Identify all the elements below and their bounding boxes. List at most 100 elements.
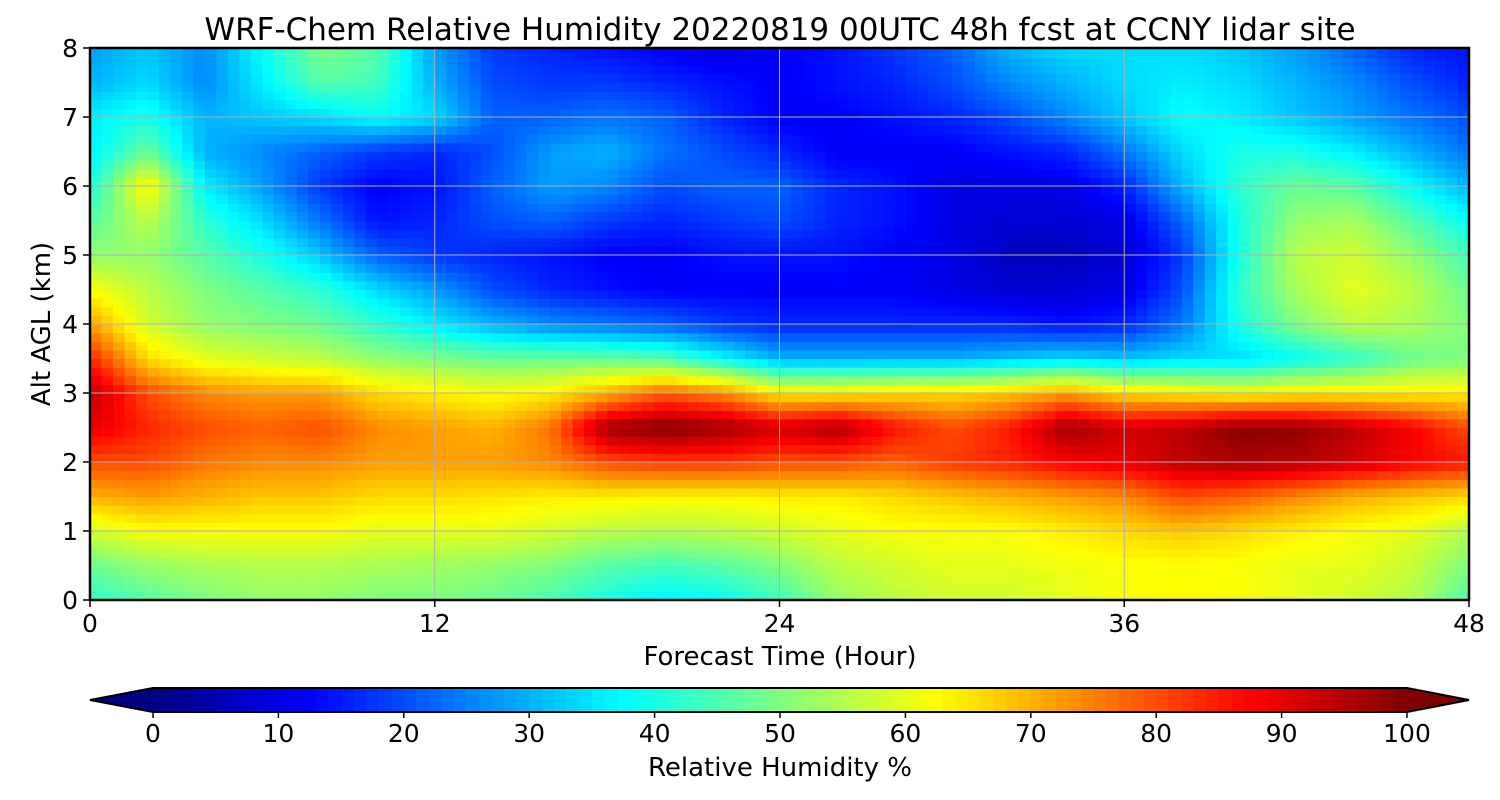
heatmap-cell (227, 358, 240, 368)
heatmap-cell (170, 462, 183, 472)
heatmap-cell (90, 289, 103, 299)
heatmap-cell (1365, 332, 1378, 342)
heatmap-cell (1342, 496, 1355, 506)
heatmap-cell (745, 246, 758, 256)
heatmap-cell (193, 341, 206, 351)
heatmap-cell (1250, 367, 1263, 377)
heatmap-cell (733, 332, 746, 342)
heatmap-cell (388, 453, 401, 463)
heatmap-cell (1319, 324, 1332, 334)
heatmap-cell (768, 246, 781, 256)
heatmap-cell (779, 462, 792, 472)
heatmap-cell (285, 462, 298, 472)
heatmap-cell (974, 255, 987, 265)
heatmap-cell (618, 565, 631, 575)
heatmap-cell (331, 548, 344, 558)
heatmap-cell (112, 367, 126, 377)
heatmap-cell (1112, 444, 1125, 454)
heatmap-cell (653, 582, 666, 592)
heatmap-cell (331, 358, 344, 368)
heatmap-cell (101, 298, 114, 308)
heatmap-cell (1365, 410, 1378, 420)
heatmap-cell (882, 255, 896, 265)
heatmap-cell (1285, 341, 1298, 351)
heatmap-cell (1250, 263, 1263, 273)
heatmap-cell (1043, 513, 1056, 523)
heatmap-cell (158, 522, 172, 532)
heatmap-cell (112, 298, 126, 308)
heatmap-cell (538, 470, 551, 480)
heatmap-cell (411, 332, 424, 342)
heatmap-cell (940, 410, 953, 420)
heatmap-cell (1411, 384, 1424, 394)
heatmap-cell (170, 591, 183, 600)
heatmap-cell (618, 410, 631, 420)
heatmap-cell (779, 479, 792, 489)
heatmap-cell (1124, 298, 1137, 308)
heatmap-cell (411, 462, 424, 472)
heatmap-cell (790, 410, 804, 420)
heatmap-cell (250, 255, 263, 265)
heatmap-cell (1043, 384, 1056, 394)
heatmap-cell (503, 272, 516, 282)
heatmap-cell (1216, 367, 1229, 377)
heatmap-cell (1423, 565, 1436, 575)
heatmap-cell (342, 462, 355, 472)
heatmap-cell (1032, 436, 1045, 446)
heatmap-cell (1089, 522, 1102, 532)
heatmap-cell (790, 306, 804, 316)
heatmap-cell (607, 591, 620, 600)
heatmap-cell (572, 574, 585, 584)
heatmap-cell (595, 410, 608, 420)
heatmap-cell (1055, 496, 1068, 506)
heatmap-cell (1009, 470, 1022, 480)
heatmap-cell (480, 505, 493, 515)
heatmap-cell (1101, 255, 1114, 265)
heatmap-cell (1296, 556, 1309, 567)
heatmap-cell (1101, 298, 1114, 308)
heatmap-cell (1434, 332, 1447, 342)
heatmap-cell (859, 332, 873, 342)
heatmap-cell (664, 436, 677, 446)
heatmap-cell (618, 367, 631, 377)
heatmap-cell (1239, 479, 1252, 489)
heatmap-cell (1158, 479, 1171, 489)
heatmap-cell (756, 280, 769, 291)
heatmap-cell (836, 393, 850, 403)
heatmap-cell (584, 444, 597, 454)
heatmap-cell (216, 496, 229, 506)
heatmap-cell (940, 539, 953, 549)
heatmap-cell (354, 470, 367, 480)
heatmap-cell (354, 565, 367, 575)
heatmap-cell (928, 591, 941, 600)
heatmap-cell (1377, 565, 1390, 575)
heatmap-cell (1411, 272, 1424, 282)
heatmap-cell (308, 358, 321, 368)
heatmap-cell (1308, 410, 1321, 420)
heatmap-cell (434, 246, 447, 256)
heatmap-cell (997, 289, 1010, 299)
heatmap-cell (664, 306, 677, 316)
heatmap-cell (308, 393, 321, 403)
heatmap-cell (676, 315, 689, 325)
heatmap-cell (124, 280, 137, 291)
heatmap-cell (1285, 263, 1298, 273)
heatmap-cell (722, 306, 735, 316)
heatmap-cell (193, 272, 206, 282)
heatmap-cell (1089, 591, 1102, 600)
heatmap-cell (1262, 384, 1275, 394)
heatmap-cell (492, 263, 505, 273)
heatmap-cell (1020, 462, 1033, 472)
heatmap-cell (664, 513, 677, 523)
heatmap-cell (1055, 453, 1068, 463)
heatmap-cell (687, 539, 700, 549)
heatmap-cell (112, 470, 126, 480)
heatmap-cell (90, 393, 103, 403)
heatmap-cell (756, 418, 769, 429)
heatmap-cell (836, 358, 850, 368)
heatmap-cell (227, 315, 240, 325)
heatmap-cell (480, 556, 493, 567)
heatmap-cell (124, 289, 137, 299)
heatmap-cell (676, 565, 689, 575)
heatmap-cell (756, 462, 769, 472)
